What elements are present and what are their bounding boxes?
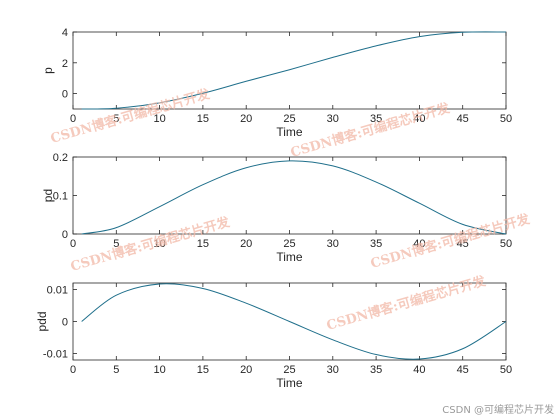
x-tick-label: 5: [113, 364, 119, 376]
x-tick-label: 45: [457, 238, 469, 250]
x-tick-label: 5: [113, 238, 119, 250]
y-axis-label: pd: [41, 189, 55, 202]
subplot-p: 0 5 10 15 20 25 30 35 40 45 50 0 2 4 Time p: [41, 27, 512, 139]
x-axis-label: Time: [276, 250, 303, 264]
x-tick-label: 35: [370, 238, 382, 250]
source-credit: CSDN @可编程芯片开发: [442, 405, 554, 416]
x-tick-label: 30: [327, 364, 339, 376]
series-line: [81, 31, 507, 110]
x-tick-label: 20: [240, 364, 252, 376]
x-tick-label: 10: [153, 238, 165, 250]
x-tick-label: 35: [370, 364, 382, 376]
y-axis-label: pdd: [35, 311, 49, 331]
x-tick-label: 50: [500, 113, 512, 125]
x-tick-label: 20: [240, 113, 252, 125]
subplot-pd: 0 5 10 15 20 25 30 35 40 45 50 0 0.1 0.2 Time pd: [41, 152, 512, 264]
y-tick-label: 0.2: [53, 152, 68, 164]
y-tick-label: 2: [62, 58, 68, 70]
x-tick-label: 25: [283, 113, 295, 125]
x-tick-label: 40: [413, 364, 425, 376]
x-tick-label: 50: [500, 364, 512, 376]
x-tick-label: 5: [113, 113, 119, 125]
x-tick-label: 45: [457, 364, 469, 376]
x-tick-label: 10: [153, 364, 165, 376]
x-tick-label: 40: [413, 113, 425, 125]
x-tick-label: 0: [70, 364, 76, 376]
x-tick-label: 10: [153, 113, 165, 125]
x-tick-label: 15: [197, 113, 209, 125]
x-tick-label: 50: [500, 238, 512, 250]
y-tick-label: 0: [62, 89, 68, 101]
x-tick-label: 15: [197, 364, 209, 376]
axes-box: [72, 31, 507, 110]
y-tick-label: 0: [62, 317, 68, 329]
y-tick-label: 0.1: [53, 191, 68, 203]
x-tick-label: 20: [240, 238, 252, 250]
x-tick-label: 25: [283, 238, 295, 250]
x-tick-label: 40: [413, 238, 425, 250]
y-axis-label: p: [41, 67, 55, 74]
x-tick-label: 30: [327, 238, 339, 250]
x-tick-label: 35: [370, 113, 382, 125]
x-tick-label: 0: [70, 113, 76, 125]
y-tick-label: 0.01: [47, 284, 68, 296]
x-tick-label: 0: [70, 238, 76, 250]
x-axis-label: Time: [276, 125, 303, 139]
axes-box: [72, 156, 507, 235]
x-tick-label: 45: [457, 113, 469, 125]
x-axis-label: Time: [276, 376, 303, 390]
series-line: [81, 283, 507, 360]
y-tick-label: 0: [62, 229, 68, 241]
x-tick-label: 25: [283, 364, 295, 376]
watermark-text: CSDN博客:可编程芯片开发: [325, 273, 489, 334]
x-tick-label: 15: [197, 238, 209, 250]
y-tick-label: -0.01: [43, 349, 68, 361]
x-tick-label: 30: [327, 113, 339, 125]
y-tick-label: 4: [62, 27, 68, 39]
series-line: [81, 160, 507, 235]
